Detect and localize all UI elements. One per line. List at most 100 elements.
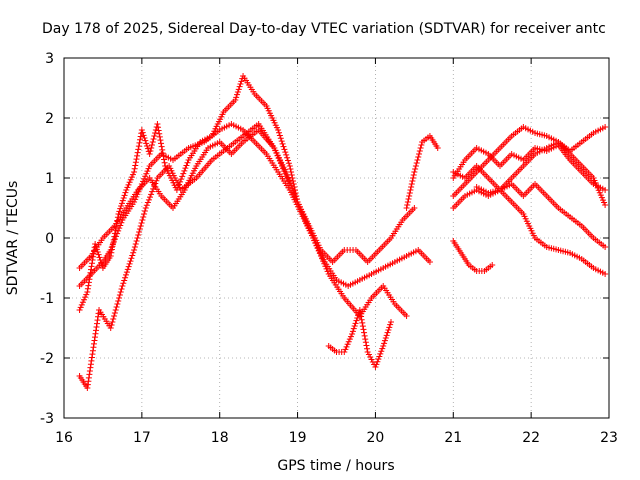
data-point — [142, 173, 149, 180]
data-point — [138, 127, 145, 133]
data-point — [403, 205, 410, 211]
data-point — [88, 354, 95, 361]
data-point — [156, 130, 163, 137]
data-point — [122, 271, 129, 278]
data-point — [363, 342, 370, 349]
data-point — [114, 301, 121, 307]
series-track-12 — [473, 139, 609, 208]
data-point — [140, 132, 147, 139]
data-point — [108, 249, 115, 256]
data-point — [404, 199, 411, 205]
data-point — [108, 322, 115, 328]
data-point — [602, 187, 609, 193]
data-point — [275, 127, 282, 133]
data-point — [88, 263, 95, 270]
data-point — [232, 97, 239, 103]
data-point — [129, 252, 136, 259]
data-point — [376, 353, 383, 360]
data-point — [381, 340, 388, 347]
x-axis-label: GPS time / hours — [277, 458, 394, 474]
y-axis-label: SDTVAR / TECUs — [5, 181, 21, 296]
x-tick-label: 22 — [522, 430, 540, 446]
data-point — [350, 325, 357, 332]
y-tick-label: 2 — [45, 111, 54, 127]
data-point — [111, 313, 118, 319]
data-point — [302, 217, 309, 223]
data-point — [132, 159, 139, 166]
data-point — [415, 154, 422, 160]
data-point — [85, 282, 92, 289]
data-point — [118, 219, 125, 226]
data-point — [385, 327, 392, 333]
data-point — [362, 336, 369, 343]
data-point — [134, 152, 141, 159]
data-point — [279, 163, 285, 169]
data-point — [411, 169, 418, 175]
data-point — [126, 260, 133, 267]
data-point — [293, 196, 300, 203]
data-point — [299, 209, 306, 216]
data-point — [127, 176, 134, 183]
data-point — [412, 166, 419, 172]
data-point — [404, 202, 411, 208]
data-point — [379, 345, 386, 352]
data-point — [86, 368, 93, 375]
data-point — [131, 169, 138, 175]
data-point — [118, 286, 125, 292]
x-tick-label: 20 — [367, 430, 385, 446]
data-point — [113, 304, 120, 310]
data-point — [116, 295, 123, 301]
data-point — [282, 149, 289, 156]
data-point — [121, 192, 128, 199]
data-point — [79, 299, 86, 306]
data-point — [92, 330, 99, 337]
data-point — [278, 138, 285, 145]
data-point — [353, 317, 360, 324]
data-point — [146, 194, 153, 201]
series-track-5 — [325, 307, 394, 370]
data-point — [155, 124, 162, 131]
data-point — [388, 319, 394, 325]
data-point — [602, 124, 609, 130]
data-point — [96, 254, 103, 261]
data-point — [152, 130, 159, 136]
data-point — [311, 237, 318, 244]
data-point — [373, 361, 380, 368]
data-point — [149, 188, 156, 195]
data-point — [137, 136, 144, 143]
data-point — [143, 202, 150, 209]
data-point — [602, 271, 609, 277]
data-point — [410, 172, 417, 178]
data-point — [276, 157, 283, 164]
data-point — [141, 211, 148, 217]
data-point — [387, 321, 394, 328]
data-point — [416, 151, 423, 157]
data-point — [407, 187, 414, 193]
data-point — [122, 274, 129, 281]
data-point — [182, 165, 189, 172]
data-point — [315, 247, 322, 254]
data-point — [117, 222, 124, 229]
y-axis-ticks: -3 -2 -1 0 1 2 3 — [40, 51, 609, 427]
data-point — [92, 327, 99, 334]
data-point — [322, 263, 329, 270]
data-point — [310, 235, 317, 241]
data-point — [380, 343, 387, 349]
y-tick-label: 3 — [45, 51, 54, 67]
data-point — [151, 183, 158, 190]
x-tick-label: 17 — [133, 430, 151, 446]
data-point — [416, 148, 423, 154]
data-point — [125, 263, 132, 270]
data-point — [119, 197, 126, 204]
series-track-8 — [450, 187, 609, 277]
data-point — [275, 155, 282, 162]
data-point — [359, 323, 366, 330]
data-point — [284, 157, 291, 164]
data-point — [375, 356, 382, 363]
data-point — [179, 173, 186, 180]
data-point — [234, 89, 241, 95]
data-point — [307, 229, 314, 236]
data-point — [139, 129, 146, 136]
data-point — [289, 175, 296, 181]
